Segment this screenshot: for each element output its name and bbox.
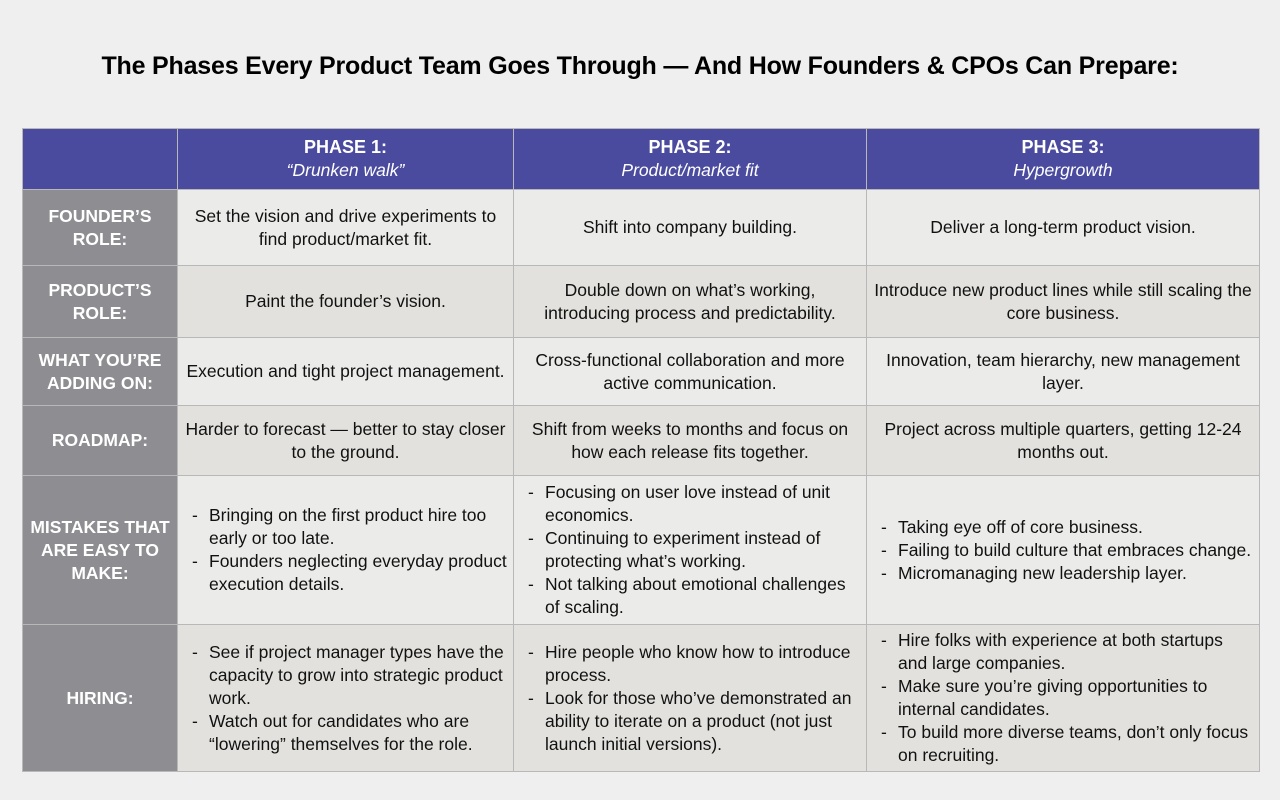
row-founders-role: FOUNDER’S ROLE: Set the vision and drive… xyxy=(22,189,1260,266)
row-label: WHAT YOU’RE ADDING ON: xyxy=(22,337,178,406)
row-adding-on: WHAT YOU’RE ADDING ON: Execution and tig… xyxy=(22,337,1260,406)
phase-3-header: PHASE 3: Hypergrowth xyxy=(866,128,1260,190)
row-label-line: ROLE: xyxy=(72,228,128,249)
cell-phase-2: Double down on what’s working, introduci… xyxy=(513,265,867,338)
list-item: Taking eye off of core business. xyxy=(873,516,1253,539)
cell-phase-3: Innovation, team hierarchy, new manageme… xyxy=(866,337,1260,406)
cell-phase-3: Deliver a long-term product vision. xyxy=(866,189,1260,266)
row-label: ROADMAP: xyxy=(22,405,178,476)
row-label: PRODUCT’S ROLE: xyxy=(22,265,178,338)
row-label-line: FOUNDER’S xyxy=(48,205,152,226)
list-item: Micromanaging new leadership layer. xyxy=(873,562,1253,585)
row-label-line: ARE EASY TO xyxy=(41,539,159,560)
list-item: Watch out for candidates who are “loweri… xyxy=(184,710,507,756)
phases-table: PHASE 1: “Drunken walk” PHASE 2: Product… xyxy=(22,128,1260,772)
list-item: Failing to build culture that embraces c… xyxy=(873,539,1253,562)
row-products-role: PRODUCT’S ROLE: Paint the founder’s visi… xyxy=(22,265,1260,338)
header-row: PHASE 1: “Drunken walk” PHASE 2: Product… xyxy=(22,128,1260,190)
cell-phase-3: Introduce new product lines while still … xyxy=(866,265,1260,338)
corner-cell xyxy=(22,128,178,190)
cell-phase-1: Harder to forecast — better to stay clos… xyxy=(177,405,514,476)
row-label: MISTAKES THAT ARE EASY TO MAKE: xyxy=(22,475,178,625)
bullet-list: Focusing on user love instead of unit ec… xyxy=(520,481,860,619)
phase-subtitle: Product/market fit xyxy=(621,160,759,180)
row-label: HIRING: xyxy=(22,624,178,772)
row-mistakes: MISTAKES THAT ARE EASY TO MAKE: Bringing… xyxy=(22,475,1260,625)
list-item: Founders neglecting everyday product exe… xyxy=(184,550,507,596)
list-item: See if project manager types have the ca… xyxy=(184,641,507,710)
phase-subtitle: Hypergrowth xyxy=(1013,160,1113,180)
list-item: To build more diverse teams, don’t only … xyxy=(873,721,1253,767)
list-item: Hire folks with experience at both start… xyxy=(873,629,1253,675)
row-hiring: HIRING: See if project manager types hav… xyxy=(22,624,1260,772)
cell-phase-2: Focusing on user love instead of unit ec… xyxy=(513,475,867,625)
list-item: Not talking about emotional challenges o… xyxy=(520,573,860,619)
list-item: Look for those who’ve demonstrated an ab… xyxy=(520,687,860,756)
cell-phase-2: Shift from weeks to months and focus on … xyxy=(513,405,867,476)
cell-phase-3: Hire folks with experience at both start… xyxy=(866,624,1260,772)
bullet-list: Bringing on the first product hire too e… xyxy=(184,504,507,596)
cell-phase-1: Execution and tight project management. xyxy=(177,337,514,406)
bullet-list: Hire folks with experience at both start… xyxy=(873,629,1253,767)
row-roadmap: ROADMAP: Harder to forecast — better to … xyxy=(22,405,1260,476)
list-item: Focusing on user love instead of unit ec… xyxy=(520,481,860,527)
phase-name: PHASE 1: xyxy=(303,137,388,157)
cell-phase-2: Hire people who know how to introduce pr… xyxy=(513,624,867,772)
cell-phase-3: Taking eye off of core business. Failing… xyxy=(866,475,1260,625)
phase-name: PHASE 3: xyxy=(1021,137,1105,157)
cell-phase-3: Project across multiple quarters, gettin… xyxy=(866,405,1260,476)
bullet-list: Hire people who know how to introduce pr… xyxy=(520,641,860,756)
page-title: The Phases Every Product Team Goes Throu… xyxy=(101,52,1179,80)
cell-phase-2: Shift into company building. xyxy=(513,189,867,266)
row-label-line: ADDING ON: xyxy=(47,372,153,393)
bullet-list: See if project manager types have the ca… xyxy=(184,641,507,756)
cell-phase-1: Bringing on the first product hire too e… xyxy=(177,475,514,625)
list-item: Hire people who know how to introduce pr… xyxy=(520,641,860,687)
row-label: FOUNDER’S ROLE: xyxy=(22,189,178,266)
bullet-list: Taking eye off of core business. Failing… xyxy=(873,516,1253,585)
phase-1-header: PHASE 1: “Drunken walk” xyxy=(177,128,514,190)
row-label-line: WHAT YOU’RE xyxy=(38,349,162,370)
cell-phase-1: Paint the founder’s vision. xyxy=(177,265,514,338)
list-item: Bringing on the first product hire too e… xyxy=(184,504,507,550)
list-item: Continuing to experiment instead of prot… xyxy=(520,527,860,573)
phase-name: PHASE 2: xyxy=(648,137,732,157)
cell-phase-1: See if project manager types have the ca… xyxy=(177,624,514,772)
cell-phase-1: Set the vision and drive experiments to … xyxy=(177,189,514,266)
list-item: Make sure you’re giving opportunities to… xyxy=(873,675,1253,721)
row-label-line: ROLE: xyxy=(72,302,128,323)
row-label-line: PRODUCT’S xyxy=(48,279,152,300)
phase-2-header: PHASE 2: Product/market fit xyxy=(513,128,867,190)
row-label-line: MAKE: xyxy=(71,562,129,583)
row-label-line: MISTAKES THAT xyxy=(30,516,170,537)
phase-subtitle: “Drunken walk” xyxy=(286,160,405,180)
cell-phase-2: Cross-functional collaboration and more … xyxy=(513,337,867,406)
